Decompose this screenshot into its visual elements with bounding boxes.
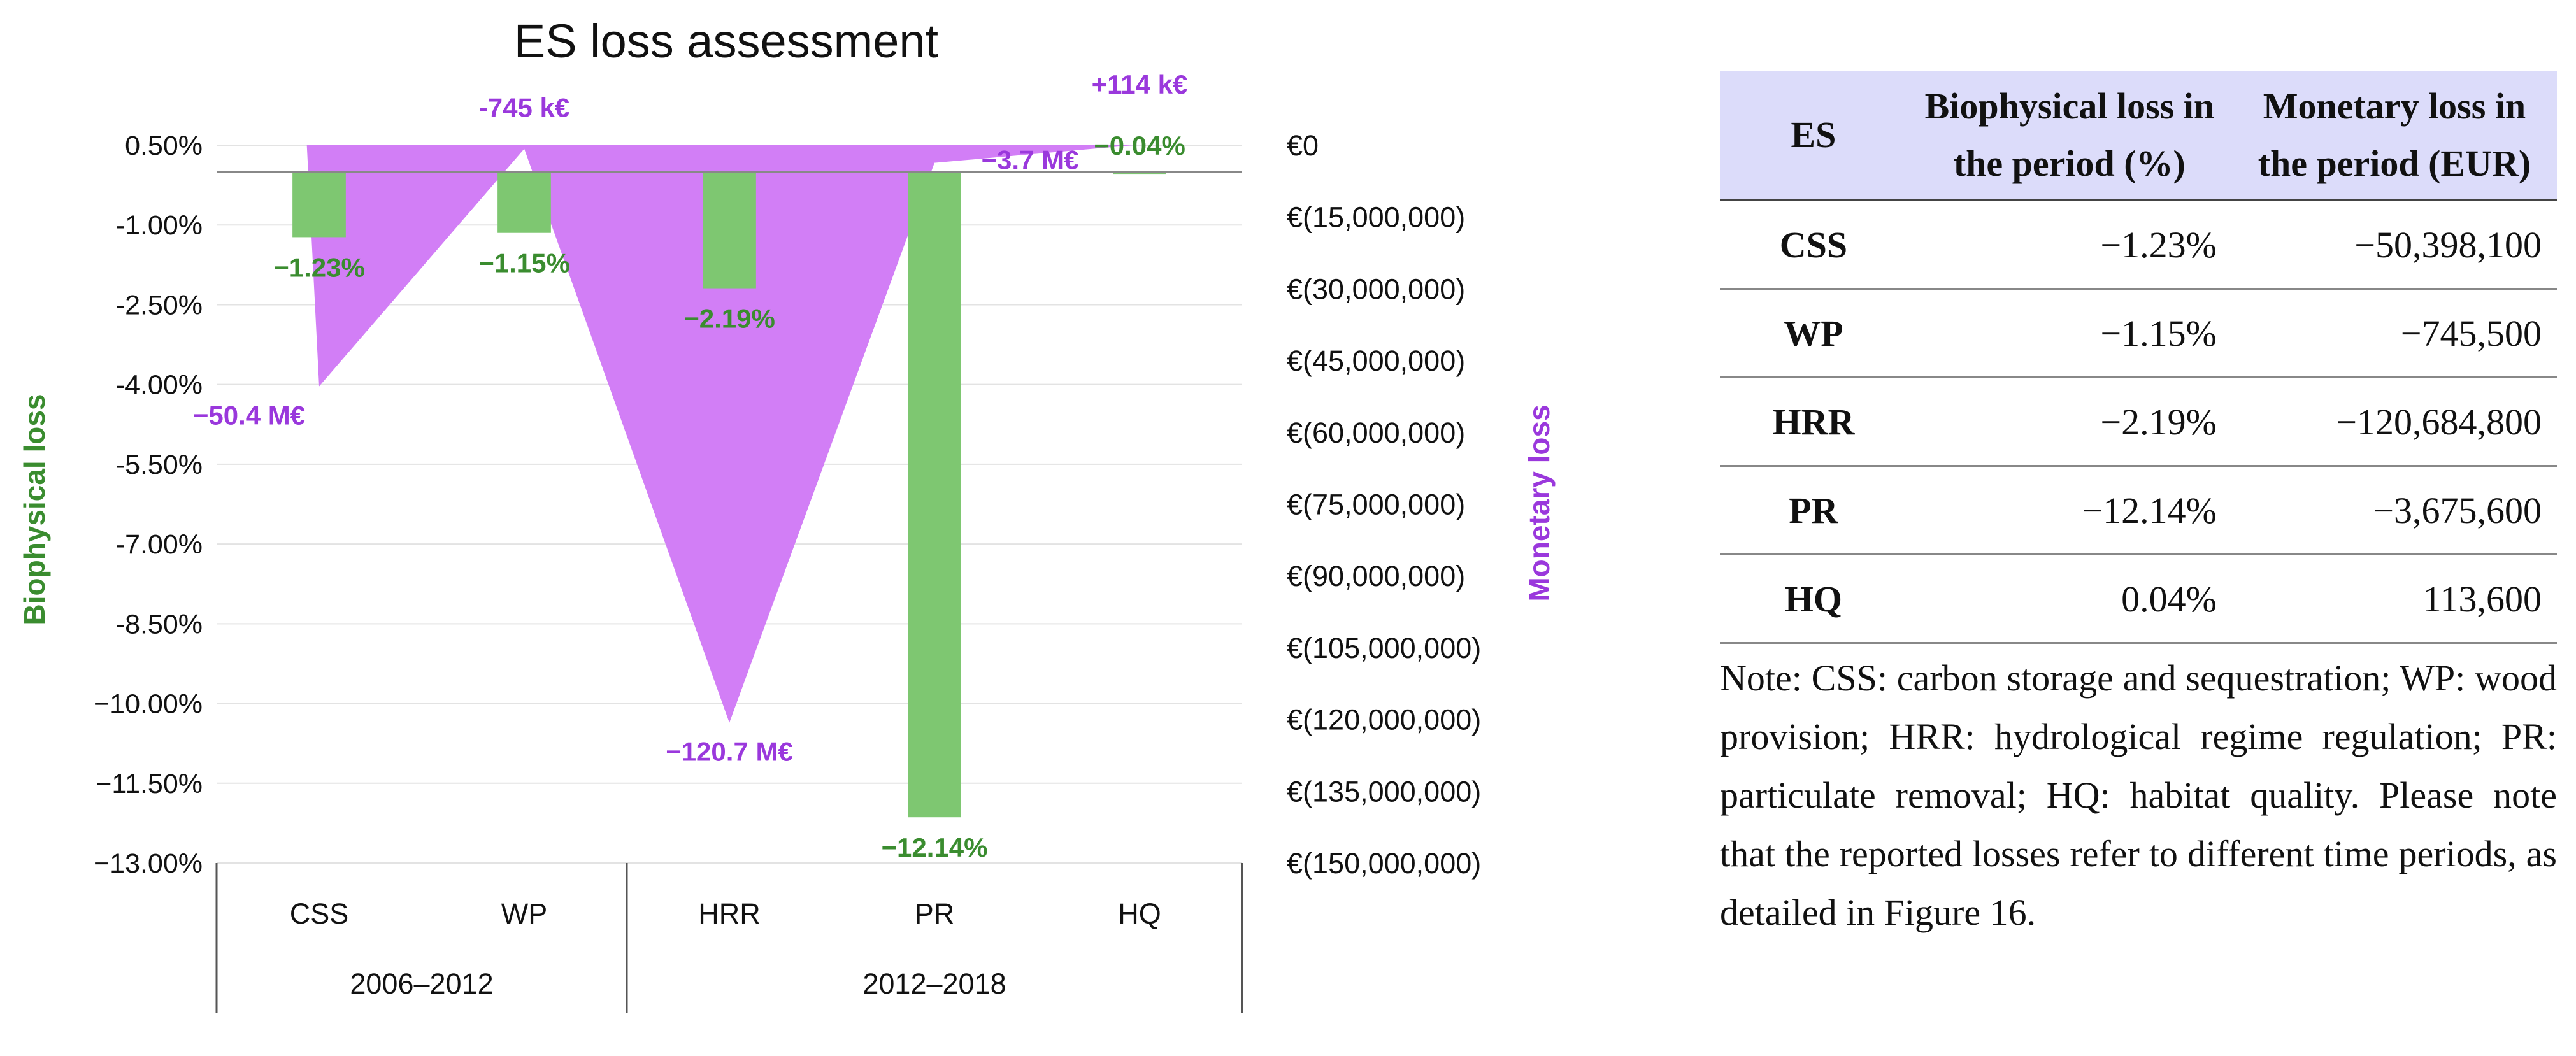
left-tick-label: -4.00% — [116, 370, 203, 401]
cell-bio: −1.15% — [1907, 289, 2232, 378]
cell-monetary: −745,500 — [2231, 289, 2557, 378]
bar-hq — [1113, 171, 1166, 175]
chart-axes: 0.50% -1.00% -2.50% -4.00% -5.50% -7.00% -8.50… — [94, 129, 1481, 1013]
category-label: HRR — [698, 897, 761, 930]
left-tick-label: −13.00% — [94, 848, 203, 879]
table-row: HRR −2.19% −120,684,800 — [1720, 377, 2557, 467]
bar-pr — [908, 171, 961, 818]
cell-monetary: −120,684,800 — [2231, 377, 2557, 467]
left-tick-label: -7.00% — [116, 529, 203, 560]
table-row: HQ 0.04% 113,600 — [1720, 554, 2557, 644]
right-tick-label: €(15,000,000) — [1287, 201, 1465, 234]
right-tick-label: €(150,000,000) — [1287, 847, 1481, 880]
left-tick-label: −10.00% — [94, 689, 203, 720]
biophysical-bars — [292, 171, 1166, 818]
right-tick-label: €(75,000,000) — [1287, 489, 1465, 521]
right-tick-label: €(45,000,000) — [1287, 345, 1465, 377]
header-biophysical: Biophysical loss in the period (%) — [1924, 85, 2215, 184]
cell-es: HRR — [1720, 377, 1907, 467]
monetary-area-layer — [306, 145, 1140, 723]
monetary-data-label: -745 k€ — [479, 93, 569, 123]
table-row: CSS −1.23% −50,398,100 — [1720, 200, 2557, 290]
left-tick-label: -2.50% — [116, 290, 203, 320]
es-table-panel: ES Biophysical loss in the period (%) Mo… — [1720, 71, 2557, 942]
chart-title: ES loss assessment — [514, 15, 939, 68]
data-labels: −1.23% −1.15% −2.19% −12.14% −0.04% −50.4 M€ -… — [193, 69, 1187, 862]
bio-data-label: −1.15% — [478, 248, 570, 278]
bar-wp — [497, 171, 551, 233]
category-label: WP — [501, 897, 548, 930]
table-header-row: ES Biophysical loss in the period (%) Mo… — [1720, 71, 2557, 200]
left-tick-label: -5.50% — [116, 450, 203, 480]
table-note: Note: CSS: carbon storage and sequestrat… — [1720, 657, 2557, 933]
bar-hrr — [703, 171, 756, 289]
bio-data-label: −2.19% — [683, 304, 775, 334]
header-monetary: Monetary loss in the period (EUR) — [2258, 85, 2531, 184]
monetary-data-label: −3.7 M€ — [982, 145, 1079, 175]
table-row: WP −1.15% −745,500 — [1720, 289, 2557, 378]
right-tick-label: €(105,000,000) — [1287, 632, 1481, 664]
cell-es: WP — [1720, 289, 1907, 378]
cell-monetary: −3,675,600 — [2231, 466, 2557, 555]
right-tick-label: €0 — [1287, 129, 1319, 162]
left-axis-title: Biophysical loss — [18, 394, 51, 625]
cell-bio: −1.23% — [1907, 200, 2232, 290]
right-tick-label: €(90,000,000) — [1287, 560, 1465, 592]
cell-monetary: 113,600 — [2231, 554, 2557, 644]
es-loss-chart: ES loss assessment 0.50% -1.00% -2.50% -4.0… — [18, 15, 1556, 1013]
cell-monetary: −50,398,100 — [2231, 200, 2557, 290]
cell-bio: 0.04% — [1907, 554, 2232, 644]
monetary-data-label: +114 k€ — [1092, 69, 1188, 99]
category-label: HQ — [1118, 897, 1161, 930]
cell-es: HQ — [1720, 554, 1907, 644]
category-label: CSS — [290, 897, 349, 930]
cell-es: PR — [1720, 466, 1907, 555]
monetary-area — [306, 145, 1140, 723]
right-tick-label: €(60,000,000) — [1287, 417, 1465, 449]
left-tick-label: 0.50% — [125, 131, 203, 161]
left-tick-label: −11.50% — [96, 769, 203, 799]
es-table: ES Biophysical loss in the period (%) Mo… — [1720, 71, 2557, 644]
cell-bio: −2.19% — [1907, 377, 2232, 467]
right-axis-title: Monetary loss — [1522, 404, 1556, 601]
right-tick-label: €(120,000,000) — [1287, 704, 1481, 736]
category-label: PR — [915, 897, 955, 930]
bio-data-label: −1.23% — [273, 252, 365, 282]
monetary-data-label: −120.7 M€ — [666, 737, 793, 767]
period-label: 2012–2018 — [862, 967, 1006, 1000]
right-tick-label: €(30,000,000) — [1287, 273, 1465, 305]
cell-bio: −12.14% — [1907, 466, 2232, 555]
right-tick-label: €(135,000,000) — [1287, 775, 1481, 808]
left-tick-label: -8.50% — [116, 609, 203, 639]
bar-css — [292, 171, 346, 238]
period-label: 2006–2012 — [350, 967, 493, 1000]
monetary-data-label: −50.4 M€ — [193, 401, 305, 431]
bio-data-label: −12.14% — [882, 832, 988, 862]
table-row: PR −12.14% −3,675,600 — [1720, 466, 2557, 555]
header-es: ES — [1791, 114, 1836, 155]
bio-data-label: −0.04% — [1094, 131, 1185, 161]
left-tick-label: -1.00% — [116, 210, 203, 241]
cell-es: CSS — [1720, 200, 1907, 290]
